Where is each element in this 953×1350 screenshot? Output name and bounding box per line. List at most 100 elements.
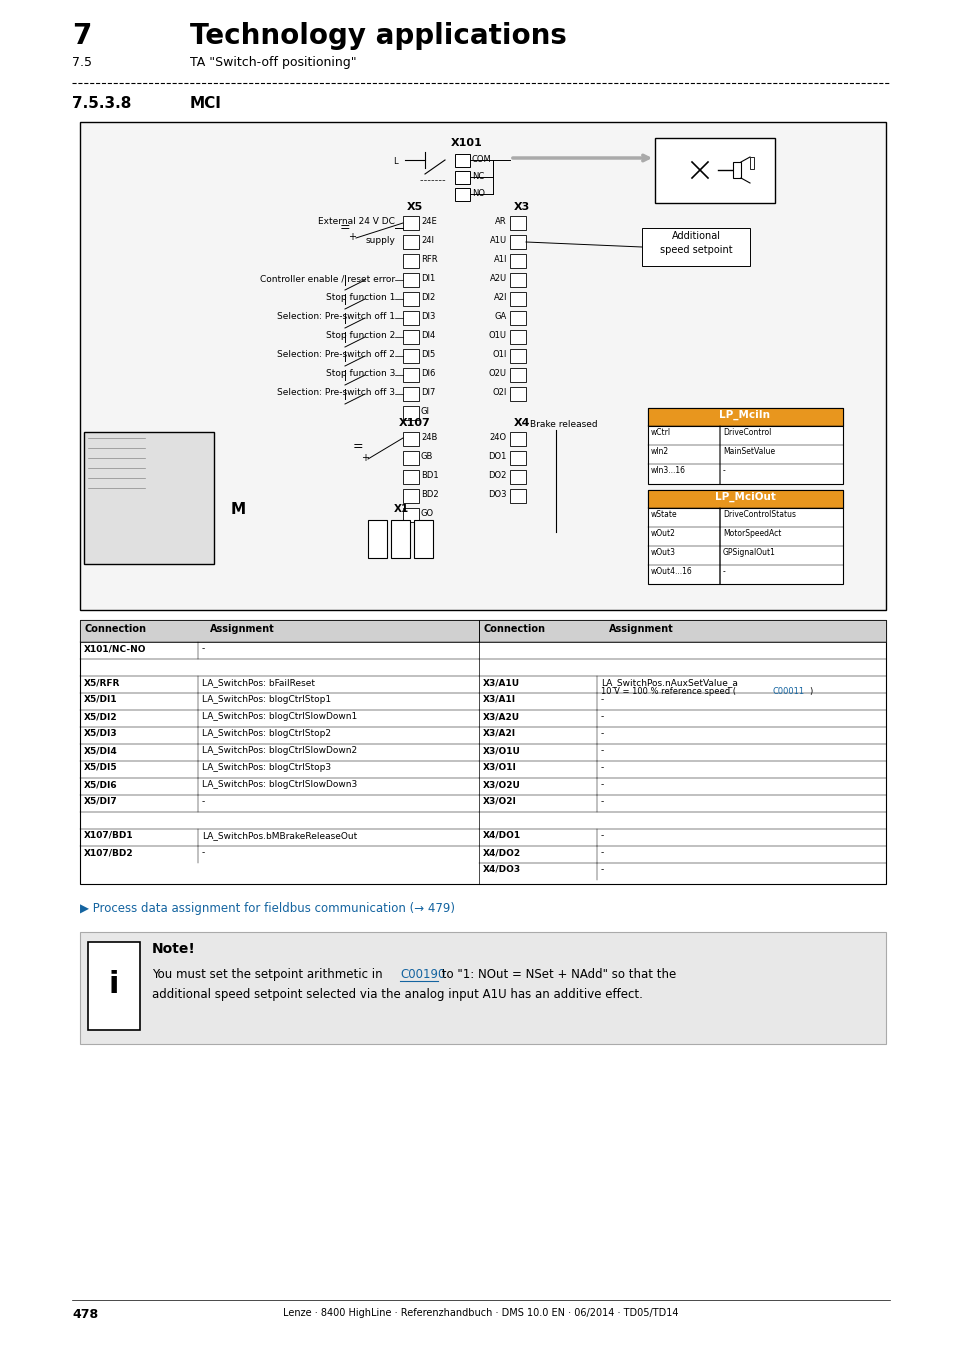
Bar: [391, 520, 410, 558]
Polygon shape: [664, 159, 675, 176]
Text: X5: X5: [406, 202, 423, 212]
Text: ▶ Process data assignment for fieldbus communication (→ 479): ▶ Process data assignment for fieldbus c…: [80, 902, 455, 915]
Text: X5/DI2: X5/DI2: [84, 711, 117, 721]
Text: BD2: BD2: [420, 490, 438, 500]
Bar: [402, 508, 418, 522]
Bar: [641, 228, 749, 266]
Text: -: -: [202, 848, 205, 857]
Text: DriveControl: DriveControl: [722, 428, 771, 437]
Text: 7.5: 7.5: [71, 55, 91, 69]
Text: LA_SwitchPos: bIogCtrlSlowDown3: LA_SwitchPos: bIogCtrlSlowDown3: [202, 780, 356, 788]
Bar: [402, 432, 418, 446]
Text: wOut3: wOut3: [650, 548, 676, 558]
Text: LP_MciOut: LP_MciOut: [714, 491, 775, 502]
Text: C00190: C00190: [399, 968, 445, 981]
Bar: [80, 931, 885, 1044]
Text: BD1: BD1: [420, 471, 438, 481]
Text: TA "Switch-off positioning": TA "Switch-off positioning": [190, 55, 356, 69]
Text: i: i: [109, 971, 119, 999]
Text: -: -: [600, 747, 603, 755]
Text: X107: X107: [398, 418, 431, 428]
Bar: [647, 408, 842, 485]
Bar: [402, 216, 418, 230]
Text: -: -: [600, 763, 603, 772]
Text: C00011: C00011: [772, 687, 804, 697]
Text: RFR: RFR: [420, 255, 437, 265]
Text: X3/A2I: X3/A2I: [482, 729, 516, 738]
Text: GI: GI: [420, 406, 430, 416]
Text: 10 V = 100 % reference speed (: 10 V = 100 % reference speed (: [600, 687, 735, 697]
Text: GA: GA: [495, 312, 506, 321]
Bar: [402, 489, 418, 504]
Bar: [455, 154, 470, 167]
Text: speed setpoint: speed setpoint: [659, 244, 732, 255]
Text: L: L: [393, 158, 397, 166]
Text: LA_SwitchPos: bIogCtrlSlowDown1: LA_SwitchPos: bIogCtrlSlowDown1: [202, 711, 356, 721]
Text: DI2: DI2: [420, 293, 435, 302]
Text: Assignment: Assignment: [608, 624, 673, 634]
Bar: [402, 254, 418, 269]
Text: -: -: [600, 695, 603, 703]
Bar: [402, 470, 418, 485]
Text: 24O: 24O: [489, 433, 506, 441]
Text: O2I: O2I: [492, 387, 506, 397]
Text: X5/RFR: X5/RFR: [84, 678, 120, 687]
Text: =: =: [339, 221, 350, 235]
Text: Technology applications: Technology applications: [190, 22, 566, 50]
Text: You must set the setpoint arithmetic in: You must set the setpoint arithmetic in: [152, 968, 386, 981]
Text: -: -: [600, 711, 603, 721]
Text: MCI: MCI: [190, 96, 222, 111]
Text: 7.5.3.8: 7.5.3.8: [71, 96, 132, 111]
Bar: [414, 520, 433, 558]
Text: COM: COM: [472, 155, 491, 163]
Text: Assignment: Assignment: [210, 624, 274, 634]
Text: External 24 V DC: External 24 V DC: [317, 217, 395, 225]
Bar: [80, 122, 885, 610]
Text: 7: 7: [71, 22, 91, 50]
Bar: [402, 387, 418, 401]
Bar: [402, 369, 418, 382]
Text: DriveControlStatus: DriveControlStatus: [722, 510, 795, 518]
Text: LA_SwitchPos.nAuxSetValue_a: LA_SwitchPos.nAuxSetValue_a: [600, 678, 737, 687]
Text: wIn2: wIn2: [650, 447, 668, 456]
Text: wState: wState: [650, 510, 677, 518]
Text: Additional: Additional: [671, 231, 720, 242]
Bar: [647, 408, 842, 427]
Text: -: -: [202, 644, 205, 653]
Text: GB: GB: [420, 452, 433, 460]
Text: 24E: 24E: [420, 217, 436, 225]
Text: X4: X4: [514, 418, 530, 428]
Text: X5/DI7: X5/DI7: [84, 796, 117, 806]
Text: LA_SwitchPos: bIogCtrlStop3: LA_SwitchPos: bIogCtrlStop3: [202, 763, 331, 772]
Text: LA_SwitchPos: bIogCtrlStop1: LA_SwitchPos: bIogCtrlStop1: [202, 695, 331, 703]
Bar: [402, 273, 418, 288]
Bar: [510, 235, 525, 248]
Bar: [510, 451, 525, 464]
Text: wOut2: wOut2: [650, 529, 675, 539]
Text: X5/DI6: X5/DI6: [84, 780, 117, 788]
Bar: [402, 292, 418, 306]
Text: A1U: A1U: [489, 236, 506, 244]
Text: A1I: A1I: [493, 255, 506, 265]
Bar: [510, 273, 525, 288]
Text: Controller enable / reset error: Controller enable / reset error: [259, 274, 395, 284]
Text: -: -: [600, 832, 603, 840]
Text: LA_SwitchPos: bIogCtrlSlowDown2: LA_SwitchPos: bIogCtrlSlowDown2: [202, 747, 356, 755]
Bar: [402, 406, 418, 420]
Text: X3/A1U: X3/A1U: [482, 678, 519, 687]
Text: X3/O2I: X3/O2I: [482, 796, 517, 806]
Text: DO3: DO3: [488, 490, 506, 500]
Bar: [510, 310, 525, 325]
Text: GO: GO: [420, 509, 434, 518]
Text: -: -: [600, 848, 603, 857]
Text: X1: X1: [393, 504, 408, 514]
Bar: [510, 254, 525, 269]
Bar: [732, 162, 740, 178]
Bar: [402, 235, 418, 248]
Text: =: =: [353, 440, 363, 454]
Text: -: -: [722, 466, 725, 475]
Polygon shape: [675, 155, 682, 180]
Bar: [510, 350, 525, 363]
Bar: [455, 171, 470, 184]
Text: X107/BD1: X107/BD1: [84, 832, 133, 840]
